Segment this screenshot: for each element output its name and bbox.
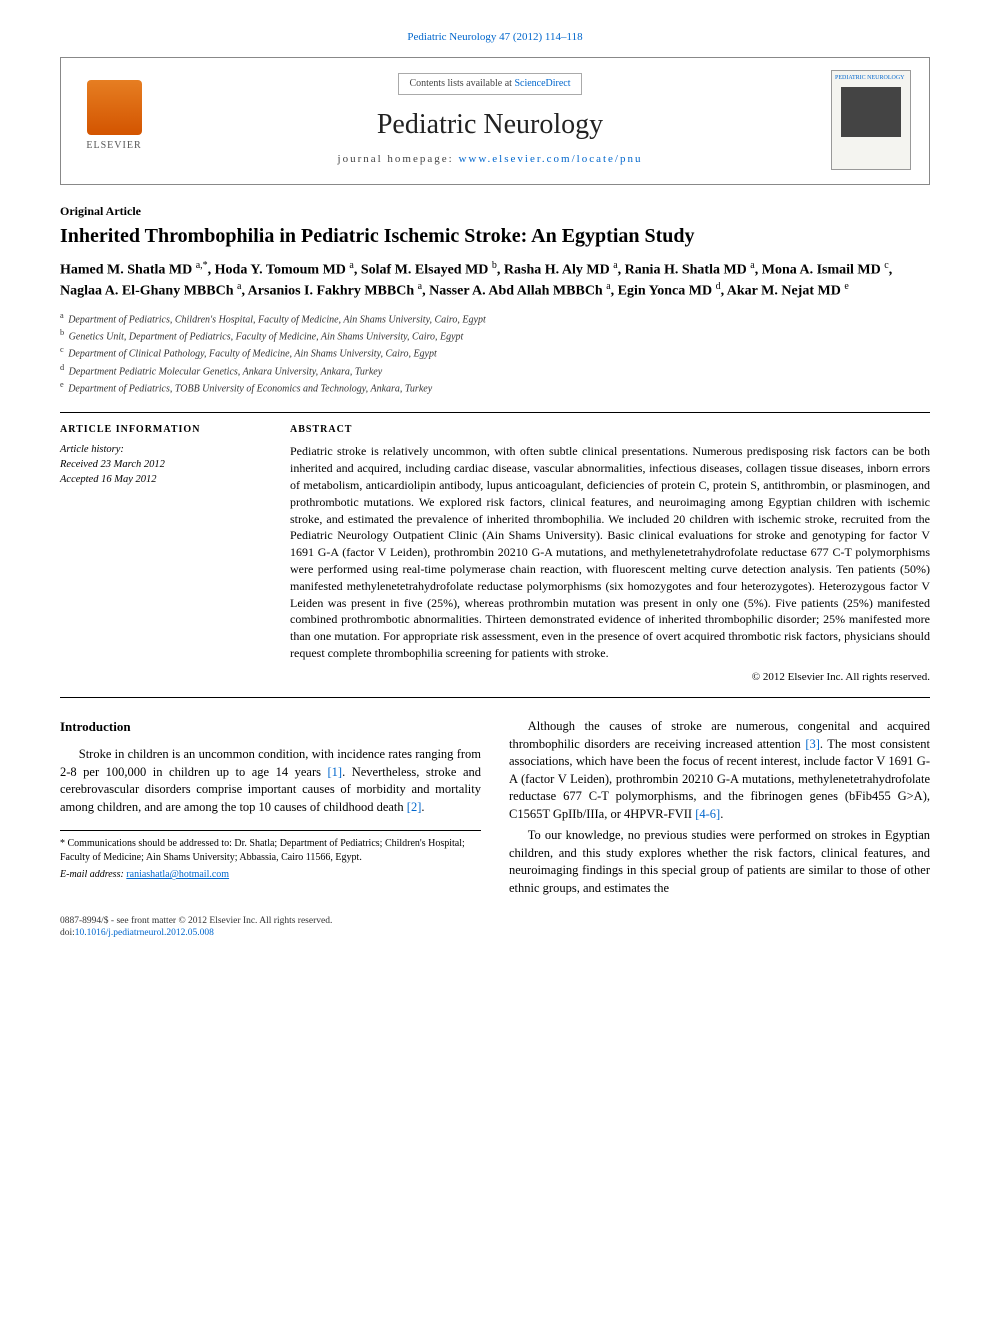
doi-link[interactable]: 10.1016/j.pediatrneurol.2012.05.008: [75, 928, 214, 938]
header-citation: Pediatric Neurology 47 (2012) 114–118: [60, 30, 930, 45]
intro-paragraph-3: To our knowledge, no previous studies we…: [509, 827, 930, 897]
email-link[interactable]: raniashatla@hotmail.com: [126, 869, 229, 880]
received-date: Received 23 March 2012: [60, 458, 260, 473]
affiliation-list: a Department of Pediatrics, Children's H…: [60, 310, 930, 397]
abstract-heading: ABSTRACT: [290, 423, 930, 437]
affiliation-item: c Department of Clinical Pathology, Facu…: [60, 344, 930, 361]
article-type: Original Article: [60, 203, 930, 220]
correspondence-text: * Communications should be addressed to:…: [60, 837, 481, 864]
footer-doi-line: doi:10.1016/j.pediatrneurol.2012.05.008: [60, 927, 930, 939]
affiliation-item: b Genetics Unit, Department of Pediatric…: [60, 327, 930, 344]
journal-home-link[interactable]: www.elsevier.com/locate/pnu: [458, 153, 642, 165]
journal-cover-thumbnail: PEDIATRIC NEUROLOGY: [831, 70, 911, 170]
correspondence-footnote: * Communications should be addressed to:…: [60, 830, 481, 882]
affiliation-item: d Department Pediatric Molecular Genetic…: [60, 362, 930, 379]
sciencedirect-link[interactable]: ScienceDirect: [514, 78, 570, 89]
doi-label: doi:: [60, 928, 75, 938]
journal-homepage: journal homepage: www.elsevier.com/locat…: [167, 152, 813, 167]
meta-abstract-row: ARTICLE INFORMATION Article history: Rec…: [60, 423, 930, 685]
abstract-text: Pediatric stroke is relatively uncommon,…: [290, 443, 930, 661]
intro-paragraph-1: Stroke in children is an uncommon condit…: [60, 746, 481, 816]
elsevier-tree-icon: [87, 80, 142, 135]
divider: [60, 697, 930, 698]
article-info-heading: ARTICLE INFORMATION: [60, 423, 260, 437]
affiliation-item: a Department of Pediatrics, Children's H…: [60, 310, 930, 327]
accepted-date: Accepted 16 May 2012: [60, 473, 260, 488]
cover-image-icon: [841, 87, 901, 137]
email-line: E-mail address: raniashatla@hotmail.com: [60, 868, 481, 882]
journal-header-box: ELSEVIER Contents lists available at Sci…: [60, 57, 930, 185]
email-label: E-mail address:: [60, 869, 126, 880]
body-columns: Introduction Stroke in children is an un…: [60, 718, 930, 897]
footer-copyright: 0887-8994/$ - see front matter © 2012 El…: [60, 915, 930, 927]
affiliation-item: e Department of Pediatrics, TOBB Univers…: [60, 379, 930, 396]
introduction-heading: Introduction: [60, 718, 481, 736]
article-info-column: ARTICLE INFORMATION Article history: Rec…: [60, 423, 260, 685]
journal-name: Pediatric Neurology: [167, 105, 813, 144]
contents-label: Contents lists available at: [409, 78, 514, 89]
copyright-line: © 2012 Elsevier Inc. All rights reserved…: [290, 670, 930, 685]
author-list: Hamed M. Shatla MD a,*, Hoda Y. Tomoum M…: [60, 259, 930, 302]
page-footer: 0887-8994/$ - see front matter © 2012 El…: [60, 915, 930, 940]
cover-label: PEDIATRIC NEUROLOGY: [835, 74, 907, 82]
divider: [60, 412, 930, 413]
contents-line: Contents lists available at ScienceDirec…: [398, 73, 581, 95]
elsevier-logo: ELSEVIER: [79, 80, 149, 160]
article-title: Inherited Thrombophilia in Pediatric Isc…: [60, 224, 930, 249]
header-center: Contents lists available at ScienceDirec…: [167, 73, 813, 168]
article-history: Article history: Received 23 March 2012 …: [60, 443, 260, 487]
intro-paragraph-2: Although the causes of stroke are numero…: [509, 718, 930, 823]
article-history-label: Article history:: [60, 443, 260, 458]
journal-home-label: journal homepage:: [338, 153, 459, 165]
abstract-column: ABSTRACT Pediatric stroke is relatively …: [290, 423, 930, 685]
elsevier-label: ELSEVIER: [86, 139, 141, 153]
